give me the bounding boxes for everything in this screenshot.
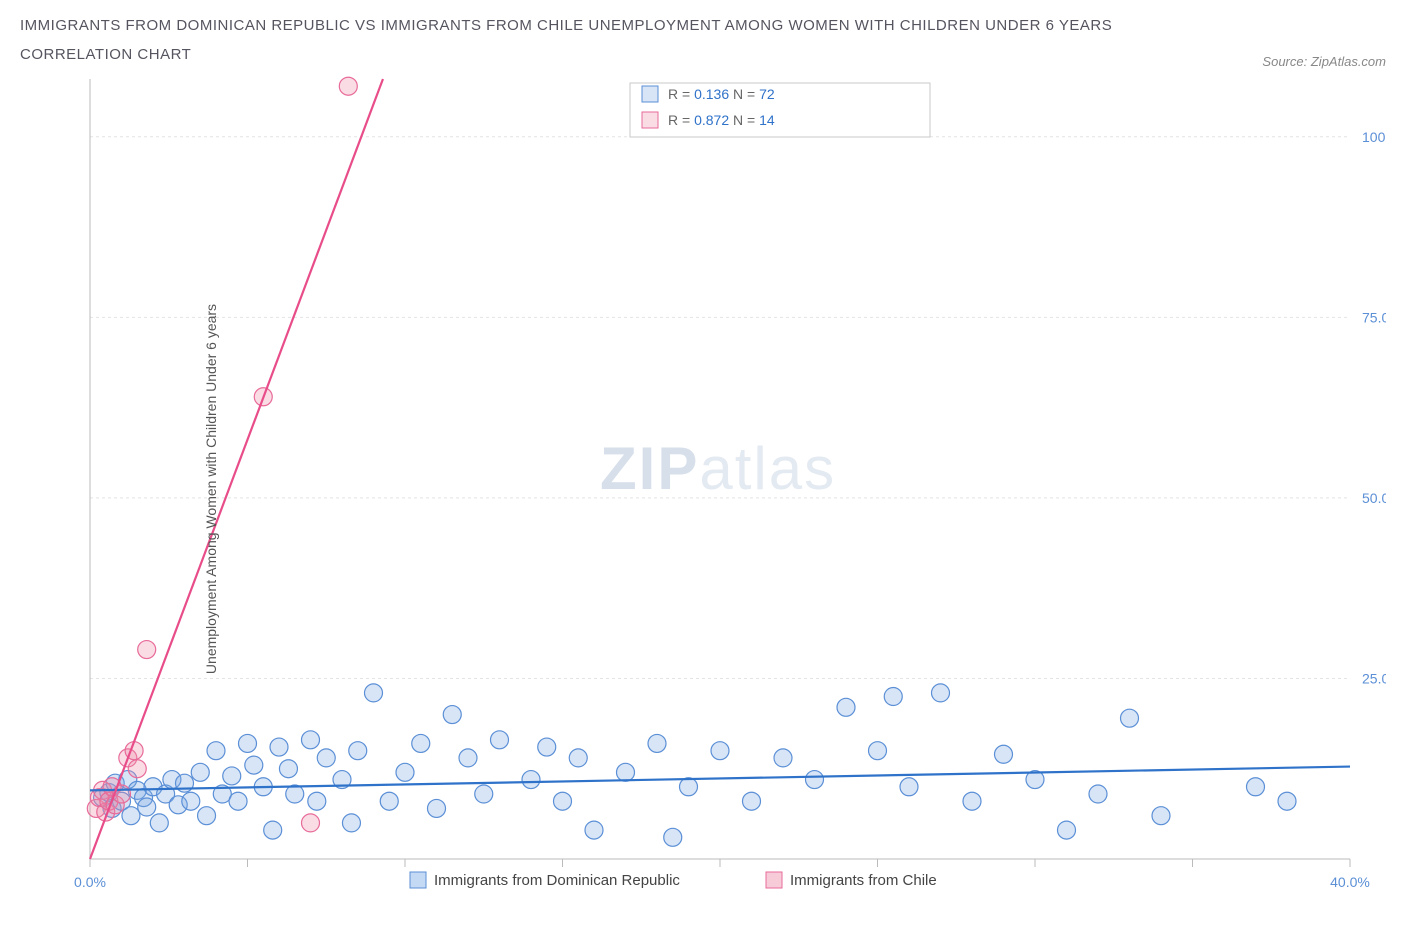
data-point xyxy=(207,742,225,760)
data-point xyxy=(1278,792,1296,810)
data-point xyxy=(869,742,887,760)
data-point xyxy=(302,814,320,832)
data-point xyxy=(223,767,241,785)
data-point xyxy=(680,778,698,796)
data-point xyxy=(711,742,729,760)
series-1 xyxy=(87,77,357,832)
data-point xyxy=(837,698,855,716)
data-point xyxy=(743,792,761,810)
data-point xyxy=(585,821,603,839)
data-point xyxy=(995,745,1013,763)
data-point xyxy=(270,738,288,756)
svg-text:R = 0.136 N = 72: R = 0.136 N = 72 xyxy=(668,86,775,102)
data-point xyxy=(150,814,168,832)
data-point xyxy=(198,807,216,825)
y-axis-label: Unemployment Among Women with Children U… xyxy=(203,304,219,674)
legend-label: Immigrants from Dominican Republic xyxy=(434,872,680,889)
trend-line xyxy=(90,79,383,859)
data-point xyxy=(900,778,918,796)
data-point xyxy=(569,749,587,767)
y-tick-label: 25.0% xyxy=(1362,670,1386,686)
x-tick-label: 40.0% xyxy=(1330,874,1370,890)
data-point xyxy=(806,771,824,789)
source-label: Source: xyxy=(1262,54,1307,69)
data-point xyxy=(264,821,282,839)
data-point xyxy=(396,763,414,781)
stats-legend: R = 0.136 N = 72 R = 0.872 N = 14 xyxy=(630,83,930,137)
data-point xyxy=(522,771,540,789)
data-point xyxy=(554,792,572,810)
series-0 xyxy=(94,684,1296,846)
source-value: ZipAtlas.com xyxy=(1311,54,1386,69)
series-legend: Immigrants from Dominican Republic Immigr… xyxy=(410,872,937,889)
data-point xyxy=(279,760,297,778)
data-point xyxy=(138,798,156,816)
legend-swatch xyxy=(766,872,782,888)
source-attribution: Source: ZipAtlas.com xyxy=(1262,54,1386,69)
data-point xyxy=(182,792,200,810)
data-point xyxy=(617,763,635,781)
data-point xyxy=(339,77,357,95)
data-point xyxy=(302,731,320,749)
data-point xyxy=(538,738,556,756)
data-point xyxy=(932,684,950,702)
data-point xyxy=(774,749,792,767)
data-point xyxy=(491,731,509,749)
data-point xyxy=(1152,807,1170,825)
data-point xyxy=(1089,785,1107,803)
data-point xyxy=(884,688,902,706)
data-point xyxy=(128,760,146,778)
data-point xyxy=(138,641,156,659)
data-point xyxy=(191,763,209,781)
chart-title: IMMIGRANTS FROM DOMINICAN REPUBLIC VS IM… xyxy=(20,12,1120,69)
correlation-scatter-chart: ZIPatlas 25.0% 50.0% 75.0% 100.0% 0.0% 40.0% R … xyxy=(20,69,1386,909)
data-point xyxy=(380,792,398,810)
data-point xyxy=(428,799,446,817)
data-point xyxy=(459,749,477,767)
y-tick-label: 75.0% xyxy=(1362,309,1386,325)
data-point xyxy=(1058,821,1076,839)
svg-text:R = 0.872 N = 14: R = 0.872 N = 14 xyxy=(668,112,775,128)
data-point xyxy=(342,814,360,832)
data-point xyxy=(443,706,461,724)
data-point xyxy=(1121,709,1139,727)
data-point xyxy=(308,792,326,810)
data-point xyxy=(664,828,682,846)
data-point xyxy=(229,792,247,810)
legend-swatch xyxy=(410,872,426,888)
data-point xyxy=(648,734,666,752)
data-point xyxy=(245,756,263,774)
data-point xyxy=(1247,778,1265,796)
data-point xyxy=(122,807,140,825)
y-tick-label: 100.0% xyxy=(1362,129,1386,145)
x-tick-label: 0.0% xyxy=(74,874,106,890)
data-point xyxy=(963,792,981,810)
data-point xyxy=(412,734,430,752)
y-tick-label: 50.0% xyxy=(1362,490,1386,506)
data-point xyxy=(349,742,367,760)
data-point xyxy=(317,749,335,767)
data-point xyxy=(365,684,383,702)
data-point xyxy=(239,734,257,752)
watermark: ZIPatlas xyxy=(600,435,836,502)
data-point xyxy=(475,785,493,803)
legend-label: Immigrants from Chile xyxy=(790,872,937,889)
